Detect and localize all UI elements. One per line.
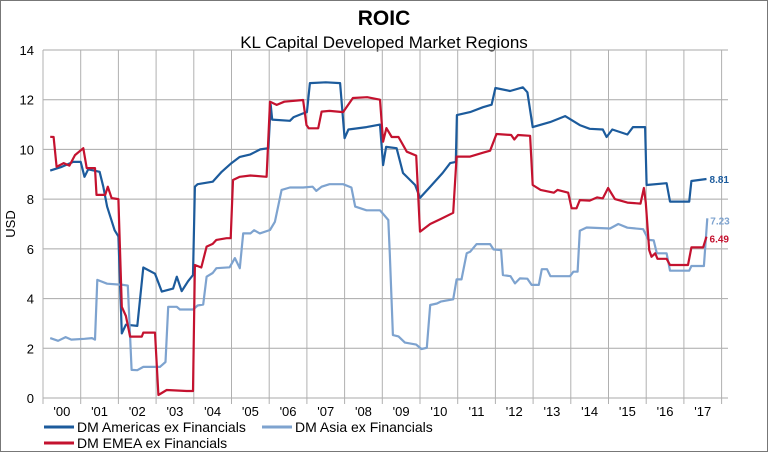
- x-tick-label: '06: [280, 404, 297, 419]
- y-tick-label: 2: [27, 341, 34, 356]
- x-tick-labels: '00 '01 '02 '03 '04 '05 '06 '07 '08 '09 '10 '11 '12 '…: [53, 404, 711, 419]
- legend-label-2: DM EMEA ex Financials: [77, 435, 227, 451]
- x-tick-label: '11: [469, 404, 485, 419]
- y-axis-label: USD: [3, 210, 18, 237]
- y-tick-label: 10: [20, 142, 34, 157]
- series-line-1: [49, 183, 709, 372]
- y-tick-label: 12: [20, 93, 34, 108]
- x-tick-label: '02: [129, 404, 146, 419]
- legend-label-0: DM Americas ex Financials: [77, 419, 246, 435]
- chart-title: ROIC: [358, 7, 411, 30]
- x-tick-label: '16: [657, 404, 674, 419]
- x-tick-label: '17: [694, 404, 711, 419]
- legend-label-1: DM Asia ex Financials: [295, 419, 433, 435]
- series-line-2: [50, 96, 708, 397]
- legend: DM Americas ex Financials DM Asia ex Fina…: [44, 419, 433, 451]
- y-tick-labels: 0 2 4 6 8 10 12 14: [20, 43, 34, 406]
- x-tick-label: '07: [317, 404, 334, 419]
- x-tick-label: '15: [619, 404, 636, 419]
- end-label-0: 8.81: [710, 175, 730, 186]
- x-tick-label: '04: [204, 404, 221, 419]
- x-tick-label: '13: [543, 404, 560, 419]
- y-tick-label: 8: [27, 192, 34, 207]
- y-tick-label: 6: [27, 242, 34, 257]
- y-tick-label: 0: [27, 391, 34, 406]
- y-tick-label: 14: [20, 43, 34, 58]
- y-tick-label: 4: [27, 292, 34, 307]
- x-tick-label: '08: [355, 404, 372, 419]
- x-tick-label: '14: [581, 404, 598, 419]
- series-lines: [49, 81, 709, 397]
- end-label-2: 6.49: [710, 235, 730, 246]
- x-tick-label: '05: [242, 404, 259, 419]
- x-tick-label: '01: [91, 404, 108, 419]
- x-tick-label: '03: [166, 404, 183, 419]
- series-line-0: [49, 81, 707, 335]
- x-tick-label: '10: [430, 404, 447, 419]
- x-tick-label: '09: [393, 404, 410, 419]
- x-tick-label: '00: [53, 404, 70, 419]
- chart-subtitle: KL Capital Developed Market Regions: [240, 33, 528, 52]
- x-tick-label: '12: [506, 404, 523, 419]
- end-label-1: 7.23: [710, 216, 730, 227]
- end-value-labels: 8.81 7.23 6.49: [710, 175, 731, 246]
